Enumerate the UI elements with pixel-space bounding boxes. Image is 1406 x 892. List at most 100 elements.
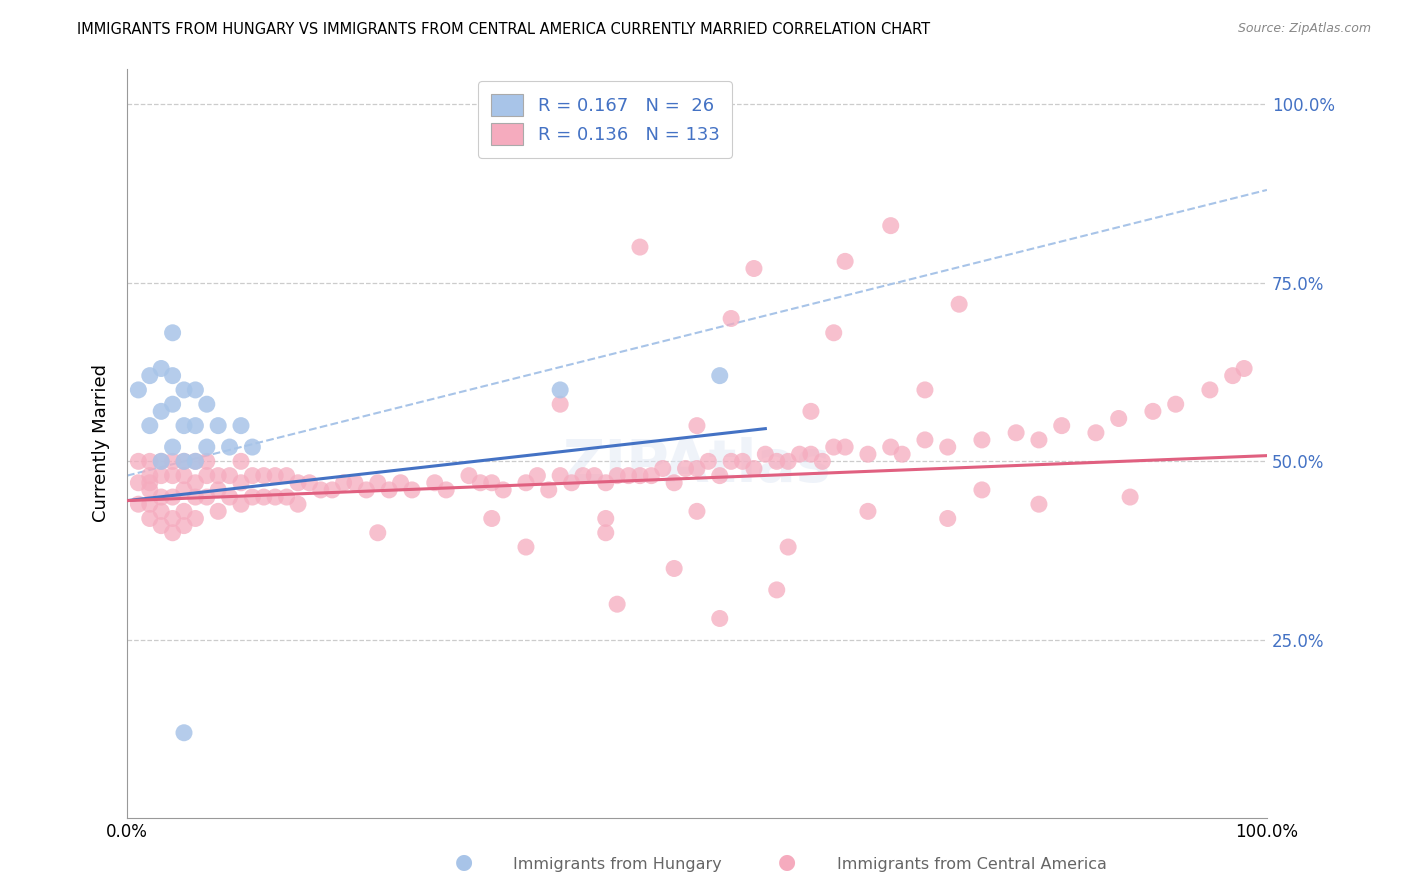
- Point: [765, 454, 787, 468]
- Point: [162, 368, 184, 383]
- Point: [548, 397, 571, 411]
- Point: [173, 725, 195, 739]
- Point: [434, 483, 457, 497]
- Point: [184, 475, 207, 490]
- Point: [628, 240, 651, 254]
- Point: [880, 219, 903, 233]
- Point: [127, 497, 149, 511]
- Point: [1164, 397, 1187, 411]
- Point: [218, 490, 240, 504]
- Point: [423, 475, 446, 490]
- Point: [367, 475, 389, 490]
- Point: [686, 461, 709, 475]
- Point: [1222, 368, 1244, 383]
- Point: [242, 440, 264, 454]
- Point: [139, 483, 162, 497]
- Point: [229, 497, 252, 511]
- Point: [195, 490, 218, 504]
- Point: [470, 475, 492, 490]
- Point: [264, 468, 287, 483]
- Point: [184, 454, 207, 468]
- Point: [936, 440, 959, 454]
- Point: [720, 311, 742, 326]
- Point: [264, 490, 287, 504]
- Point: [595, 511, 617, 525]
- Point: [253, 490, 276, 504]
- Point: [481, 475, 503, 490]
- Point: [936, 511, 959, 525]
- Point: [287, 475, 309, 490]
- Point: [162, 440, 184, 454]
- Point: [150, 490, 173, 504]
- Point: [720, 454, 742, 468]
- Point: [697, 454, 720, 468]
- Point: [709, 611, 731, 625]
- Point: [1119, 490, 1142, 504]
- Point: [970, 483, 993, 497]
- Point: [150, 404, 173, 418]
- Point: [754, 447, 776, 461]
- Point: [800, 447, 823, 461]
- Point: [162, 468, 184, 483]
- Point: [970, 433, 993, 447]
- Point: [651, 461, 673, 475]
- Point: [834, 254, 856, 268]
- Point: [526, 468, 548, 483]
- Point: [1050, 418, 1073, 433]
- Point: [492, 483, 515, 497]
- Point: [583, 468, 606, 483]
- Point: [195, 454, 218, 468]
- Point: [662, 475, 685, 490]
- Point: [789, 447, 811, 461]
- Point: [150, 468, 173, 483]
- Point: [162, 454, 184, 468]
- Point: [709, 468, 731, 483]
- Point: [675, 461, 697, 475]
- Point: [561, 475, 583, 490]
- Text: Immigrants from Central America: Immigrants from Central America: [837, 857, 1107, 872]
- Point: [207, 504, 229, 518]
- Point: [686, 418, 709, 433]
- Point: [184, 490, 207, 504]
- Point: [162, 326, 184, 340]
- Point: [139, 497, 162, 511]
- Point: [139, 468, 162, 483]
- Point: [686, 504, 709, 518]
- Point: [242, 468, 264, 483]
- Point: [218, 440, 240, 454]
- Point: [356, 483, 378, 497]
- Text: Source: ZipAtlas.com: Source: ZipAtlas.com: [1237, 22, 1371, 36]
- Point: [229, 454, 252, 468]
- Y-axis label: Currently Married: Currently Married: [93, 365, 110, 523]
- Point: [173, 418, 195, 433]
- Point: [823, 440, 845, 454]
- Point: [1142, 404, 1164, 418]
- Point: [287, 497, 309, 511]
- Point: [834, 440, 856, 454]
- Point: [127, 454, 149, 468]
- Point: [662, 561, 685, 575]
- Point: [276, 490, 298, 504]
- Point: [765, 582, 787, 597]
- Point: [481, 511, 503, 525]
- Point: [401, 483, 423, 497]
- Point: [139, 475, 162, 490]
- Point: [139, 454, 162, 468]
- Text: ZIPAtlas: ZIPAtlas: [562, 437, 831, 494]
- Point: [242, 490, 264, 504]
- Point: [184, 383, 207, 397]
- Point: [162, 525, 184, 540]
- Point: [162, 511, 184, 525]
- Point: [617, 468, 640, 483]
- Point: [332, 475, 354, 490]
- Point: [184, 418, 207, 433]
- Point: [150, 361, 173, 376]
- Point: [1005, 425, 1028, 440]
- Point: [139, 368, 162, 383]
- Point: [458, 468, 481, 483]
- Point: [207, 468, 229, 483]
- Point: [742, 261, 765, 276]
- Point: [811, 454, 834, 468]
- Point: [548, 383, 571, 397]
- Point: [778, 454, 800, 468]
